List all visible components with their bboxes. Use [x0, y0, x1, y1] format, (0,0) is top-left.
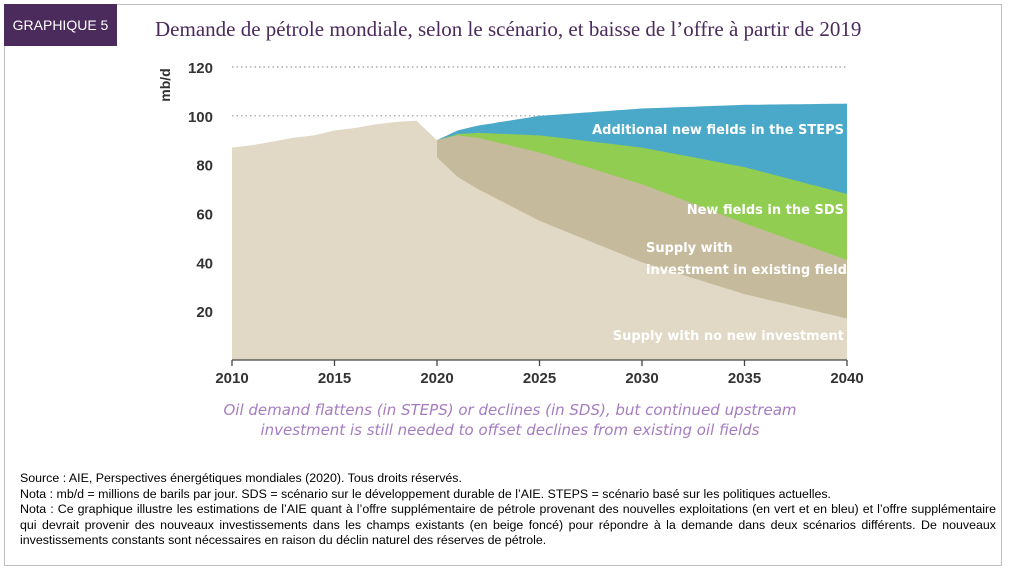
area-historical-demand	[232, 120, 437, 360]
caption-line-2: investment is still needed to offset dec…	[260, 421, 760, 439]
x-tick-label-2010: 2010	[215, 370, 248, 387]
area-no-new-investment	[416, 120, 847, 360]
y-axis-label: mb/d	[157, 68, 173, 101]
y-tick-label-40: 40	[196, 255, 213, 272]
x-tick-label-2035: 2035	[728, 370, 761, 387]
figure-frame	[4, 4, 1002, 566]
label-no-new-investment: Supply with no new investment	[613, 329, 844, 344]
label-investment-line-1: Supply with	[646, 241, 733, 256]
y-tick-label-60: 60	[196, 207, 213, 224]
x-tick-label-2040: 2040	[830, 370, 863, 387]
x-tick-label-2030: 2030	[625, 370, 658, 387]
caption-line-1: Oil demand flattens (in STEPS) or declin…	[223, 401, 797, 419]
y-tick-label-120: 120	[188, 60, 213, 77]
y-tick-label-100: 100	[188, 109, 213, 126]
chart-caption: Oil demand flattens (in STEPS) or declin…	[150, 400, 870, 440]
label-steps-new-fields: Additional new fields in the STEPS	[592, 123, 844, 138]
notes-block: Source : AIE, Perspectives énergétiques …	[20, 471, 996, 549]
x-tick-label-2025: 2025	[523, 370, 556, 387]
x-tick-label-2015: 2015	[318, 370, 351, 387]
nota-explanation: Nota : Ce graphique illustre les estimat…	[20, 502, 996, 547]
chart-title: Demande de pétrole mondiale, selon le sc…	[155, 17, 862, 41]
x-tick-label-2020: 2020	[420, 370, 453, 387]
label-investment-line-2: investment in existing fields	[646, 263, 855, 278]
figure-badge: GRAPHIQUE 5	[4, 4, 117, 46]
y-tick-label-20: 20	[196, 304, 213, 321]
nota-units: Nota : mb/d = millions de barils par jou…	[20, 486, 831, 501]
y-tick-label-80: 80	[196, 158, 213, 175]
label-sds-new-fields: New fields in the SDS	[687, 203, 844, 218]
source-note: Source : AIE, Perspectives énergétiques …	[20, 471, 462, 485]
